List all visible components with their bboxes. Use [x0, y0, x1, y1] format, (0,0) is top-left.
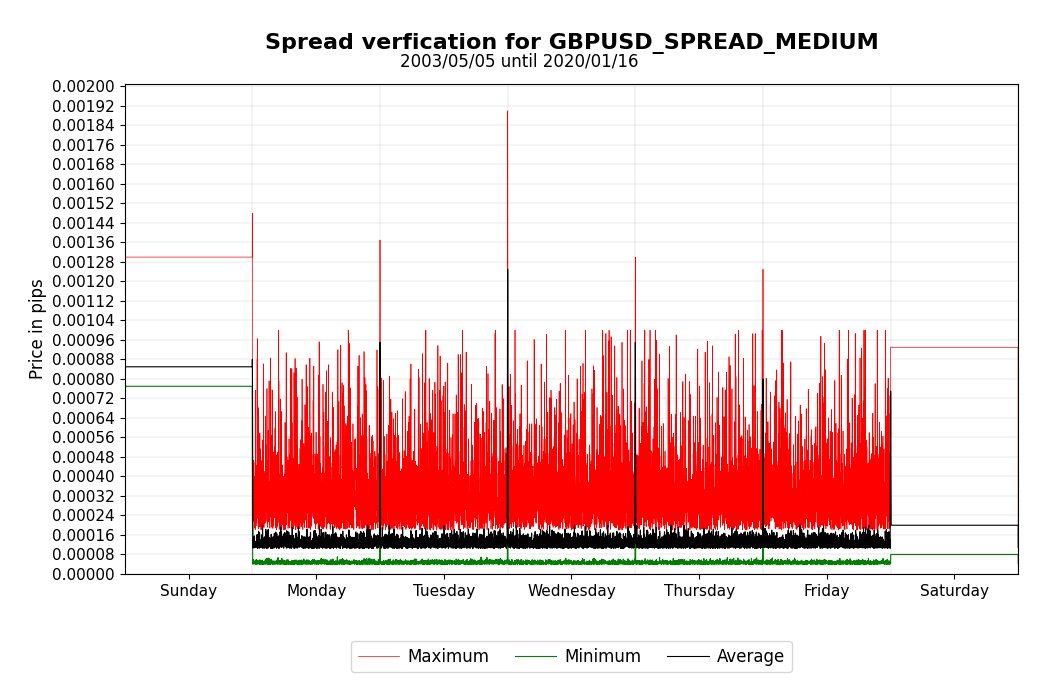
Maximum	[1012, 521, 1024, 529]
Average	[139, 363, 152, 371]
Minimum	[692, 558, 704, 566]
Maximum	[358, 493, 371, 501]
Line: Average: Average	[125, 270, 1018, 548]
Minimum	[240, 382, 252, 391]
Average	[118, 363, 131, 371]
Maximum	[427, 526, 439, 534]
Maximum	[118, 253, 131, 261]
Maximum	[373, 514, 385, 523]
Legend: Maximum, Minimum, Average: Maximum, Minimum, Average	[351, 641, 792, 673]
Maximum	[692, 499, 704, 508]
Average	[790, 540, 802, 548]
Maximum	[502, 106, 514, 115]
Minimum	[373, 555, 385, 564]
Minimum	[1012, 559, 1024, 568]
Line: Maximum: Maximum	[125, 111, 1018, 530]
Maximum	[139, 253, 152, 261]
Maximum	[790, 458, 802, 466]
Minimum	[358, 557, 371, 566]
Minimum	[279, 560, 292, 568]
Average	[814, 544, 826, 552]
Average	[358, 540, 371, 549]
Minimum	[118, 382, 131, 391]
Average	[373, 538, 385, 547]
Average	[502, 265, 514, 274]
Title: Spread verfication for GBPUSD_SPREAD_MEDIUM: Spread verfication for GBPUSD_SPREAD_MED…	[265, 34, 878, 55]
Line: Minimum: Minimum	[125, 386, 1018, 564]
Maximum	[240, 253, 252, 261]
Minimum	[790, 560, 802, 568]
Y-axis label: Price in pips: Price in pips	[28, 279, 47, 379]
Average	[1012, 543, 1024, 552]
Minimum	[139, 382, 152, 391]
Average	[240, 363, 252, 371]
Average	[692, 542, 704, 550]
Text: 2003/05/05 until 2020/01/16: 2003/05/05 until 2020/01/16	[400, 52, 639, 71]
